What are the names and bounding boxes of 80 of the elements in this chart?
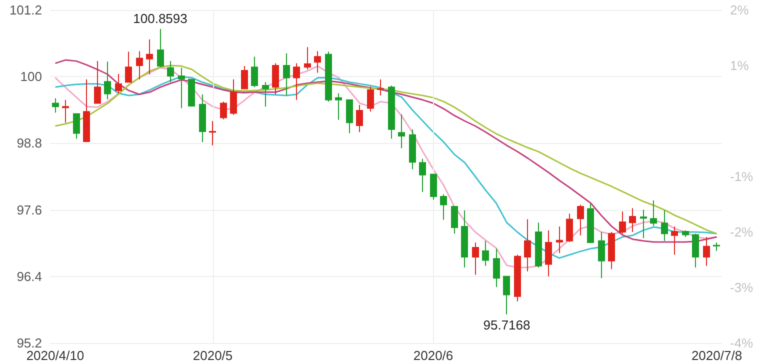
candlestick xyxy=(671,226,678,256)
y-tick-label: 97.6 xyxy=(16,202,42,218)
candlestick xyxy=(367,86,374,112)
candlestick xyxy=(94,60,101,104)
y2-tick-label: 1% xyxy=(730,58,750,73)
candlestick xyxy=(83,78,90,143)
candlestick xyxy=(598,232,605,279)
candlestick xyxy=(608,232,615,270)
candlestick xyxy=(430,174,437,200)
candlestick xyxy=(136,50,143,80)
candlestick xyxy=(629,208,636,232)
candlestick xyxy=(619,210,626,234)
candlestick xyxy=(325,51,332,102)
annotation: 100.8593 xyxy=(133,10,188,26)
candlestick xyxy=(52,98,59,114)
candlestick xyxy=(409,128,416,170)
candlestick xyxy=(388,84,395,140)
y-tick-label: 95.2 xyxy=(16,336,42,350)
y2-tick-label: -3% xyxy=(730,280,754,295)
candlestick xyxy=(304,46,311,70)
x-tick-label: 2020/6 xyxy=(413,348,454,363)
candlestick xyxy=(556,226,563,254)
candlestick xyxy=(178,67,185,109)
candlestick xyxy=(451,206,458,234)
candlestick xyxy=(545,230,552,277)
candlestick xyxy=(293,62,300,100)
candlestick xyxy=(577,204,584,236)
candlestick xyxy=(115,73,122,94)
candlestick xyxy=(535,222,542,268)
candlestick xyxy=(335,92,342,120)
x-tick-label: 2020/7/8 xyxy=(691,348,742,363)
candlestick xyxy=(262,82,269,108)
candlestick xyxy=(482,240,489,266)
y-tick-label: 98.8 xyxy=(16,136,42,151)
y-tick-label: 96.4 xyxy=(16,268,42,284)
candlestick xyxy=(640,209,647,239)
candlestick xyxy=(703,236,710,266)
candlestick xyxy=(346,99,353,134)
candlestick xyxy=(419,158,426,193)
candlestick xyxy=(398,114,405,149)
y2-tick-label: -1% xyxy=(730,169,754,184)
candlestick xyxy=(283,52,290,96)
candlestick xyxy=(62,99,69,124)
candlestick xyxy=(493,248,500,288)
candlestick xyxy=(713,242,720,252)
candlestick xyxy=(188,78,195,108)
y-tick-label: 100 xyxy=(20,69,42,84)
candlestick xyxy=(377,78,384,96)
candlestick xyxy=(587,203,594,244)
y2-tick-label: -4% xyxy=(730,336,754,350)
candlestick xyxy=(524,218,531,272)
candlestick xyxy=(220,101,227,120)
candlestick xyxy=(104,61,111,100)
candlestick xyxy=(692,233,699,268)
candlestick xyxy=(125,51,132,83)
candlestick xyxy=(461,210,468,268)
candlestick xyxy=(356,104,363,133)
x-tick-label: 2020/5 xyxy=(192,348,233,363)
candlestick xyxy=(440,194,447,220)
candlestick xyxy=(73,112,80,140)
y2-tick-label: -2% xyxy=(730,224,754,240)
candlestick xyxy=(167,60,174,83)
candlestick xyxy=(272,62,279,95)
candlestick xyxy=(682,230,689,238)
x-tick-label: 2020/4/10 xyxy=(26,348,84,363)
y2-tick-label: 2% xyxy=(730,2,750,18)
candlestick xyxy=(241,66,248,90)
candlestick xyxy=(209,120,216,146)
candlestick xyxy=(230,78,237,116)
candlestick xyxy=(472,242,479,276)
candlestick xyxy=(661,210,668,242)
candlestick xyxy=(566,213,573,242)
candlestick xyxy=(146,38,153,75)
candlestick xyxy=(314,50,321,74)
candlestick xyxy=(650,200,657,226)
y-tick-label: 101.2 xyxy=(9,2,42,18)
candlestick xyxy=(251,56,258,88)
candlestick xyxy=(514,254,521,302)
annotation: 95.7168 xyxy=(483,317,530,332)
candlestick xyxy=(199,94,206,143)
